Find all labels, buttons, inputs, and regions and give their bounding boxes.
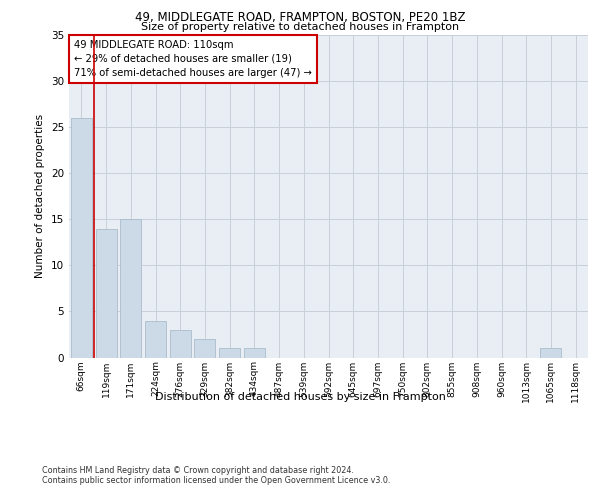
Bar xyxy=(95,228,116,358)
Y-axis label: Number of detached properties: Number of detached properties xyxy=(35,114,46,278)
Bar xyxy=(170,330,191,357)
Bar xyxy=(120,220,141,358)
Bar xyxy=(145,320,166,358)
Text: Size of property relative to detached houses in Frampton: Size of property relative to detached ho… xyxy=(141,22,459,32)
Text: 49 MIDDLEGATE ROAD: 110sqm
← 29% of detached houses are smaller (19)
71% of semi: 49 MIDDLEGATE ROAD: 110sqm ← 29% of deta… xyxy=(74,40,312,78)
Text: Distribution of detached houses by size in Frampton: Distribution of detached houses by size … xyxy=(155,392,445,402)
Bar xyxy=(541,348,562,358)
Bar xyxy=(219,348,240,358)
Text: Contains public sector information licensed under the Open Government Licence v3: Contains public sector information licen… xyxy=(42,476,391,485)
Bar xyxy=(194,339,215,357)
Bar xyxy=(71,118,92,358)
Text: Contains HM Land Registry data © Crown copyright and database right 2024.: Contains HM Land Registry data © Crown c… xyxy=(42,466,354,475)
Bar xyxy=(244,348,265,358)
Text: 49, MIDDLEGATE ROAD, FRAMPTON, BOSTON, PE20 1BZ: 49, MIDDLEGATE ROAD, FRAMPTON, BOSTON, P… xyxy=(135,11,465,24)
